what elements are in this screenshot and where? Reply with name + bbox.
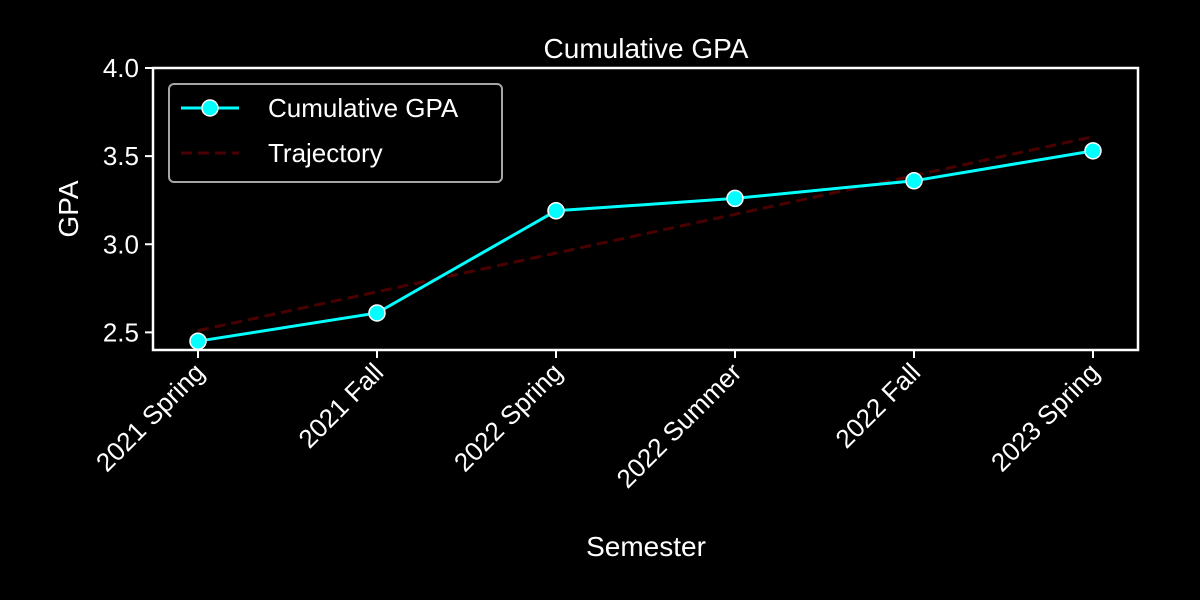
cumulative-gpa-point bbox=[368, 304, 386, 322]
series-layer bbox=[189, 135, 1102, 350]
cumulative-gpa-point bbox=[905, 172, 923, 190]
legend-label-cumulative-gpa: Cumulative GPA bbox=[268, 93, 459, 123]
cumulative-gpa-point bbox=[1084, 142, 1102, 160]
y-tick-label: 4.0 bbox=[103, 53, 139, 83]
y-axis: 2.5 3.0 3.5 4.0 bbox=[103, 53, 153, 347]
plot-frame bbox=[151, 66, 1140, 352]
cumulative-gpa-point bbox=[547, 202, 565, 220]
y-tick-label: 3.5 bbox=[103, 141, 139, 171]
chart-title: Cumulative GPA bbox=[544, 33, 749, 64]
legend-label-trajectory: Trajectory bbox=[268, 138, 383, 168]
legend-box bbox=[168, 83, 503, 183]
legend-gpa-marker-swatch bbox=[201, 99, 219, 117]
legend: Cumulative GPA Trajectory bbox=[168, 83, 503, 183]
y-tick-label: 3.0 bbox=[103, 229, 139, 259]
y-axis-label: GPA bbox=[53, 180, 84, 237]
x-axis-label: Semester bbox=[586, 531, 706, 562]
cumulative-gpa-point bbox=[189, 332, 207, 350]
cumulative-gpa-line bbox=[197, 149, 1094, 343]
cumulative-gpa-point bbox=[726, 189, 744, 208]
y-tick-label: 2.5 bbox=[103, 317, 139, 347]
